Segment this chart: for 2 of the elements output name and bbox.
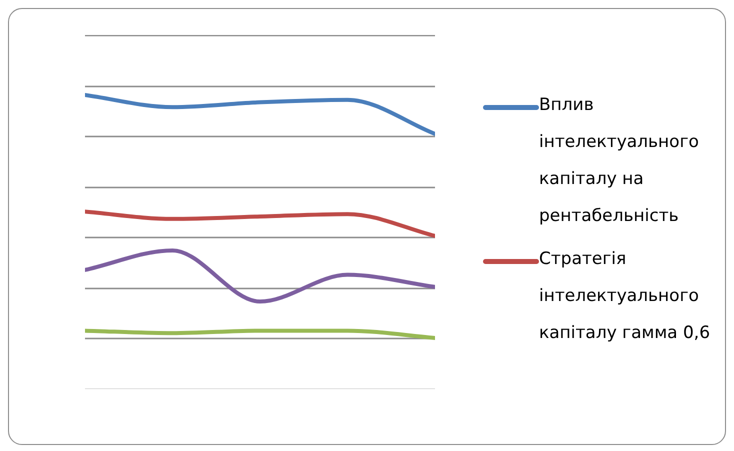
legend-label: Вплив інтелектуального капіталу на рентабельність: [539, 94, 700, 228]
legend-label: Стратегія інтелектуального капіталу гамма 0,6: [539, 248, 712, 345]
